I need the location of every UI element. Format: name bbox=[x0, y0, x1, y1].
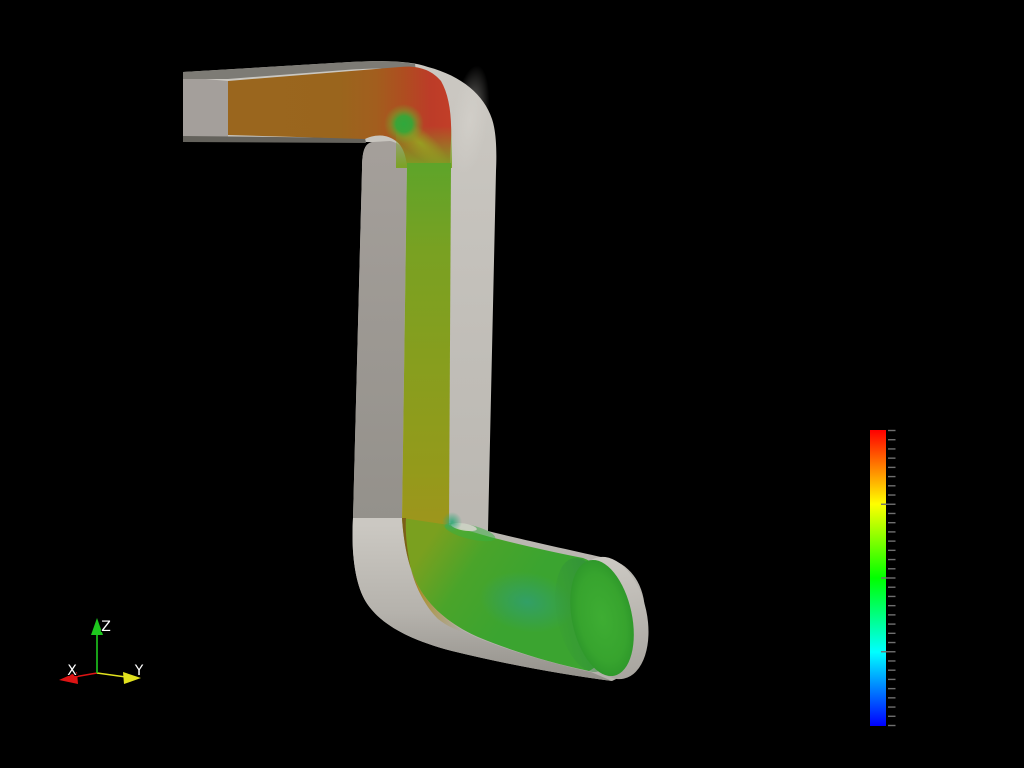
field-outlet-core bbox=[479, 571, 575, 633]
z-axis-arrow bbox=[91, 618, 103, 635]
field-separation-spot-top bbox=[384, 104, 424, 144]
field-separation-spot-bottom bbox=[442, 512, 462, 532]
pipe-inlet-face bbox=[183, 77, 228, 137]
pipe-model bbox=[183, 61, 649, 682]
pipe-lower-bend-shell bbox=[352, 518, 612, 681]
y-axis-arrow bbox=[123, 672, 141, 684]
y-axis-line bbox=[96, 672, 127, 678]
pipe-top-edge bbox=[183, 61, 416, 79]
z-axis-label: Z bbox=[101, 619, 111, 635]
field-riser bbox=[402, 163, 451, 526]
y-axis-label: Y bbox=[134, 663, 144, 679]
scalar-bar-ticks bbox=[881, 429, 896, 727]
pipe-bottom-edge bbox=[183, 136, 366, 143]
scalar-bar[interactable] bbox=[870, 429, 896, 727]
orientation-axes-widget: X Y Z bbox=[59, 618, 145, 684]
pipe-riser-left-wall bbox=[353, 141, 407, 518]
x-axis-label: X bbox=[67, 663, 77, 679]
x-axis-line bbox=[73, 672, 98, 678]
shell-highlight bbox=[450, 65, 490, 175]
x-axis-arrow bbox=[59, 672, 78, 684]
field-lower-bend-ochre bbox=[402, 518, 478, 637]
field-outlet-face bbox=[570, 559, 634, 677]
